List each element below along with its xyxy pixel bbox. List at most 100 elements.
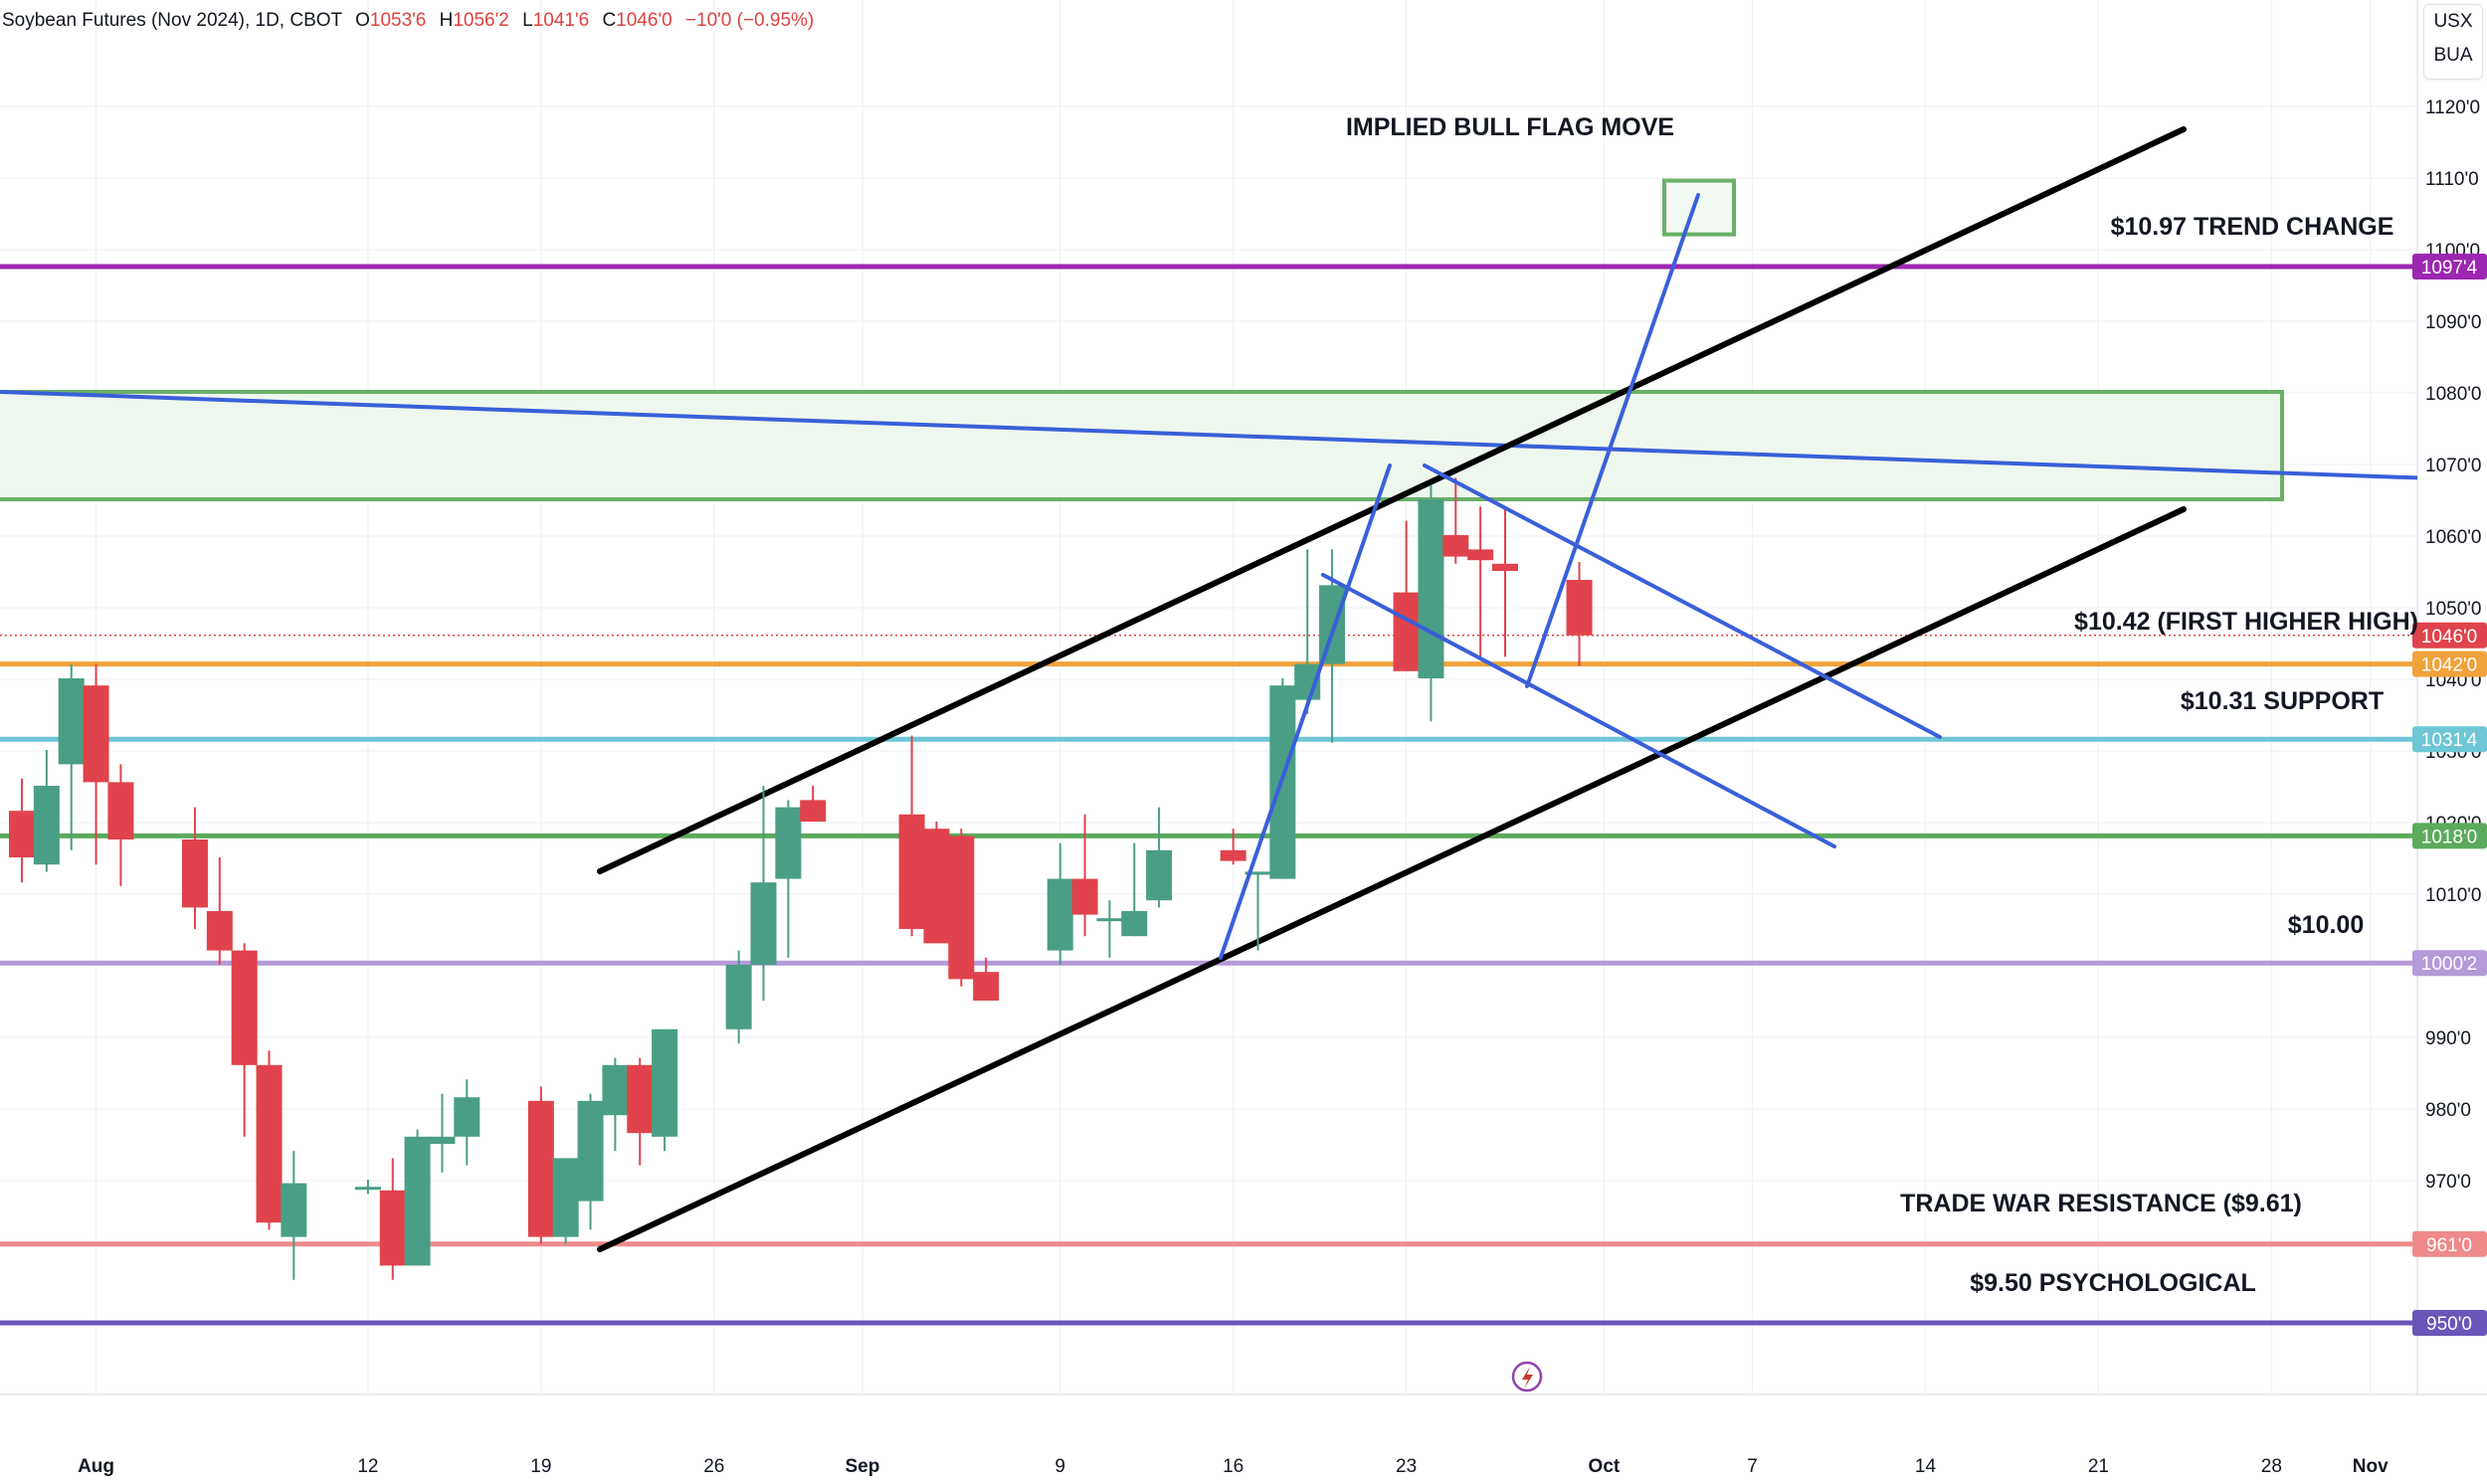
candle-body[interactable] [1121,911,1148,937]
candle-body[interactable] [83,685,109,783]
date-tick-label: 16 [1223,1456,1244,1477]
channel-lower-line [597,506,2187,1252]
candle-body[interactable] [354,1187,381,1191]
projected-move-line [1525,193,1700,688]
price-level-badge [2412,622,2487,649]
candle-body[interactable] [1566,580,1593,636]
low-value: 1041'6 [532,10,590,31]
candle-body[interactable] [1146,849,1173,901]
candle-body[interactable] [1096,918,1123,922]
candle-body[interactable] [1047,878,1073,951]
price-tick-label: 1080'0 [2425,384,2481,405]
price-level-badge-label: 961'0 [2426,1235,2472,1256]
close-value: 1046'0 [616,10,672,31]
price-level-badge [2412,1310,2487,1336]
flag-upper-line [1423,464,1942,739]
candle-body[interactable] [9,811,35,857]
chart-legend: Soybean Futures (Nov 2024), 1D, CBOT O10… [2,10,814,32]
price-tick-label: 1050'0 [2425,599,2481,620]
candle-body[interactable] [923,829,950,944]
date-tick-label: 19 [530,1456,551,1477]
price-level-badge-label: 1046'0 [2421,627,2477,648]
events-icon[interactable] [1511,1361,1543,1392]
price-level-badge [2412,254,2487,279]
candle-body[interactable] [1071,878,1098,915]
candle-body[interactable] [107,782,134,839]
candle-body[interactable] [206,911,233,951]
candle-body[interactable] [1492,563,1518,571]
date-tick-label: 28 [2261,1456,2282,1477]
candle-body[interactable] [256,1064,283,1223]
candle-body[interactable] [800,800,827,822]
candle-body[interactable] [454,1097,480,1137]
chart-annotation: $10.00 [2288,911,2364,939]
price-tick-label: 1070'0 [2425,456,2481,476]
date-tick-label: 21 [2088,1456,2109,1477]
candle-body[interactable] [898,814,925,929]
price-level-badge [2412,650,2487,677]
candle-body[interactable] [725,965,752,1029]
price-tick-label: 1010'0 [2425,885,2481,906]
chart-annotation: $10.31 SUPPORT [2181,687,2384,715]
price-level-badge-label: 1000'2 [2421,954,2477,975]
candle-body[interactable] [948,835,975,980]
candle-body[interactable] [379,1190,406,1266]
candle-body[interactable] [652,1028,678,1137]
price-tick-label: 990'0 [2425,1028,2471,1049]
candle-body[interactable] [281,1183,307,1237]
candle-body[interactable] [1393,592,1420,671]
candle-body[interactable] [1442,535,1469,557]
price-tick-label: 970'0 [2425,1172,2471,1193]
price-level-badge [2412,950,2487,977]
candle-body[interactable] [1319,585,1346,664]
candle-body[interactable] [602,1064,629,1116]
candle-body[interactable] [973,972,1000,1001]
date-tick-label: Nov [2353,1456,2389,1477]
candle-body[interactable] [750,882,777,965]
high-value: 1056'2 [453,10,509,31]
price-tick-label: 1060'0 [2425,527,2481,548]
date-tick-label: 7 [1747,1456,1758,1477]
price-level-badge-label: 1031'4 [2421,730,2478,751]
flagpole-line [1219,464,1392,960]
currency-label: USX [2433,11,2473,32]
open-label: O [355,10,370,31]
unit-selector[interactable]: USX BUA [2423,4,2483,80]
descending-trendline [0,390,2418,480]
price-level-badge [2412,823,2487,849]
low-label: L [522,10,533,31]
change-value: −10'0 (−0.95%) [684,10,815,31]
unit-label: BUA [2433,45,2473,66]
candle-body[interactable] [1220,849,1246,861]
candle-body[interactable] [527,1100,554,1237]
candle-body[interactable] [181,839,208,908]
candle-body[interactable] [775,807,802,879]
date-tick-label: 26 [703,1456,724,1477]
date-tick-label: 23 [1396,1456,1417,1477]
candle-body[interactable] [404,1136,431,1266]
price-tick-label: 1110'0 [2425,169,2479,190]
candle-body[interactable] [577,1100,604,1202]
candle-body[interactable] [1418,499,1444,678]
price-level-badge-label: 1018'0 [2421,827,2477,847]
price-level-badge-label: 1097'4 [2421,258,2478,278]
candle-body[interactable] [552,1158,579,1237]
flag-lower-line [1321,573,1836,848]
candle-body[interactable] [627,1064,654,1134]
candle-body[interactable] [429,1136,456,1144]
resistance-zone [0,390,2284,501]
candle-body[interactable] [231,950,258,1065]
close-label: C [602,10,617,31]
price-level-badge-label: 950'0 [2426,1314,2472,1335]
candle-body[interactable] [58,678,85,765]
chart-annotation: $10.97 TREND CHANGE [2111,213,2394,241]
candle-body[interactable] [33,786,60,865]
candle-body[interactable] [1467,549,1494,561]
price-level-badge [2412,1230,2487,1257]
price-tick-label: 1090'0 [2425,312,2481,333]
open-value: 1053'6 [369,10,427,31]
date-tick-label: Aug [78,1456,114,1477]
candle-body[interactable] [1244,871,1271,875]
price-level-badge [2412,726,2487,753]
